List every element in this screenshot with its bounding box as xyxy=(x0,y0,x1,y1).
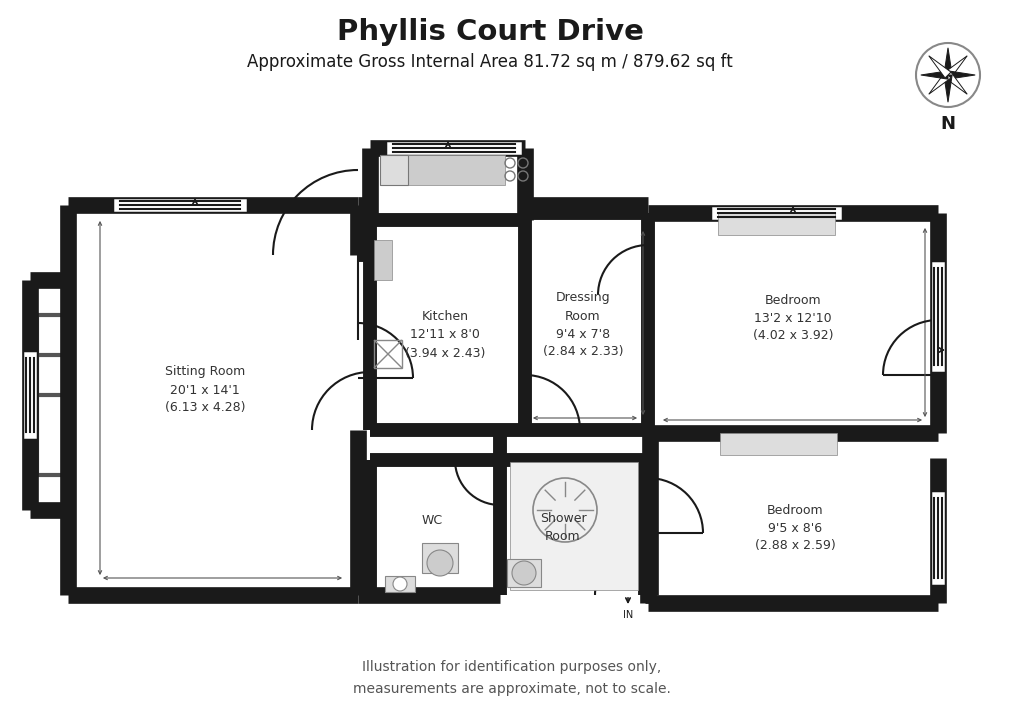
Polygon shape xyxy=(921,71,948,79)
Text: Dressing
Room
9'4 x 7'8
(2.84 x 2.33): Dressing Room 9'4 x 7'8 (2.84 x 2.33) xyxy=(543,292,624,358)
Polygon shape xyxy=(929,72,951,94)
Bar xyxy=(370,220,525,430)
Text: WC: WC xyxy=(422,513,442,526)
Bar xyxy=(648,458,938,603)
Bar xyxy=(358,430,650,595)
Polygon shape xyxy=(944,48,952,75)
Bar xyxy=(718,213,835,235)
Bar xyxy=(380,155,505,185)
Text: N: N xyxy=(940,115,955,133)
Bar xyxy=(648,213,938,433)
Bar xyxy=(374,340,402,368)
Bar xyxy=(370,148,525,220)
Text: Phyllis Court Drive: Phyllis Court Drive xyxy=(337,18,643,46)
Circle shape xyxy=(512,561,536,585)
Text: Bedroom
13'2 x 12'10
(4.02 x 3.92): Bedroom 13'2 x 12'10 (4.02 x 3.92) xyxy=(753,293,834,342)
Polygon shape xyxy=(945,72,968,94)
Text: Bedroom
9'5 x 8'6
(2.88 x 2.59): Bedroom 9'5 x 8'6 (2.88 x 2.59) xyxy=(755,503,836,552)
Bar xyxy=(370,460,500,593)
Bar xyxy=(422,543,458,573)
Bar xyxy=(30,280,68,510)
Text: IN: IN xyxy=(623,610,633,620)
Bar xyxy=(380,155,408,185)
Polygon shape xyxy=(929,56,951,78)
Text: Illustration for identification purposes only,
measurements are approximate, not: Illustration for identification purposes… xyxy=(353,660,671,696)
Text: Kitchen
12'11 x 8'0
(3.94 x 2.43): Kitchen 12'11 x 8'0 (3.94 x 2.43) xyxy=(404,311,485,360)
Text: Shower
Room: Shower Room xyxy=(540,513,587,544)
Circle shape xyxy=(393,577,407,591)
Text: Approximate Gross Internal Area 81.72 sq m / 879.62 sq ft: Approximate Gross Internal Area 81.72 sq… xyxy=(247,53,733,71)
Bar xyxy=(720,433,837,455)
Bar xyxy=(510,462,638,590)
Bar xyxy=(525,220,648,430)
Bar xyxy=(68,205,358,590)
Circle shape xyxy=(427,550,453,576)
Polygon shape xyxy=(945,56,968,78)
Polygon shape xyxy=(948,71,975,79)
Bar xyxy=(507,559,541,587)
Polygon shape xyxy=(944,75,952,102)
Bar xyxy=(500,460,645,593)
Text: Sitting Room
20'1 x 14'1
(6.13 x 4.28): Sitting Room 20'1 x 14'1 (6.13 x 4.28) xyxy=(165,366,246,415)
Bar xyxy=(374,240,392,280)
Bar xyxy=(385,576,415,592)
